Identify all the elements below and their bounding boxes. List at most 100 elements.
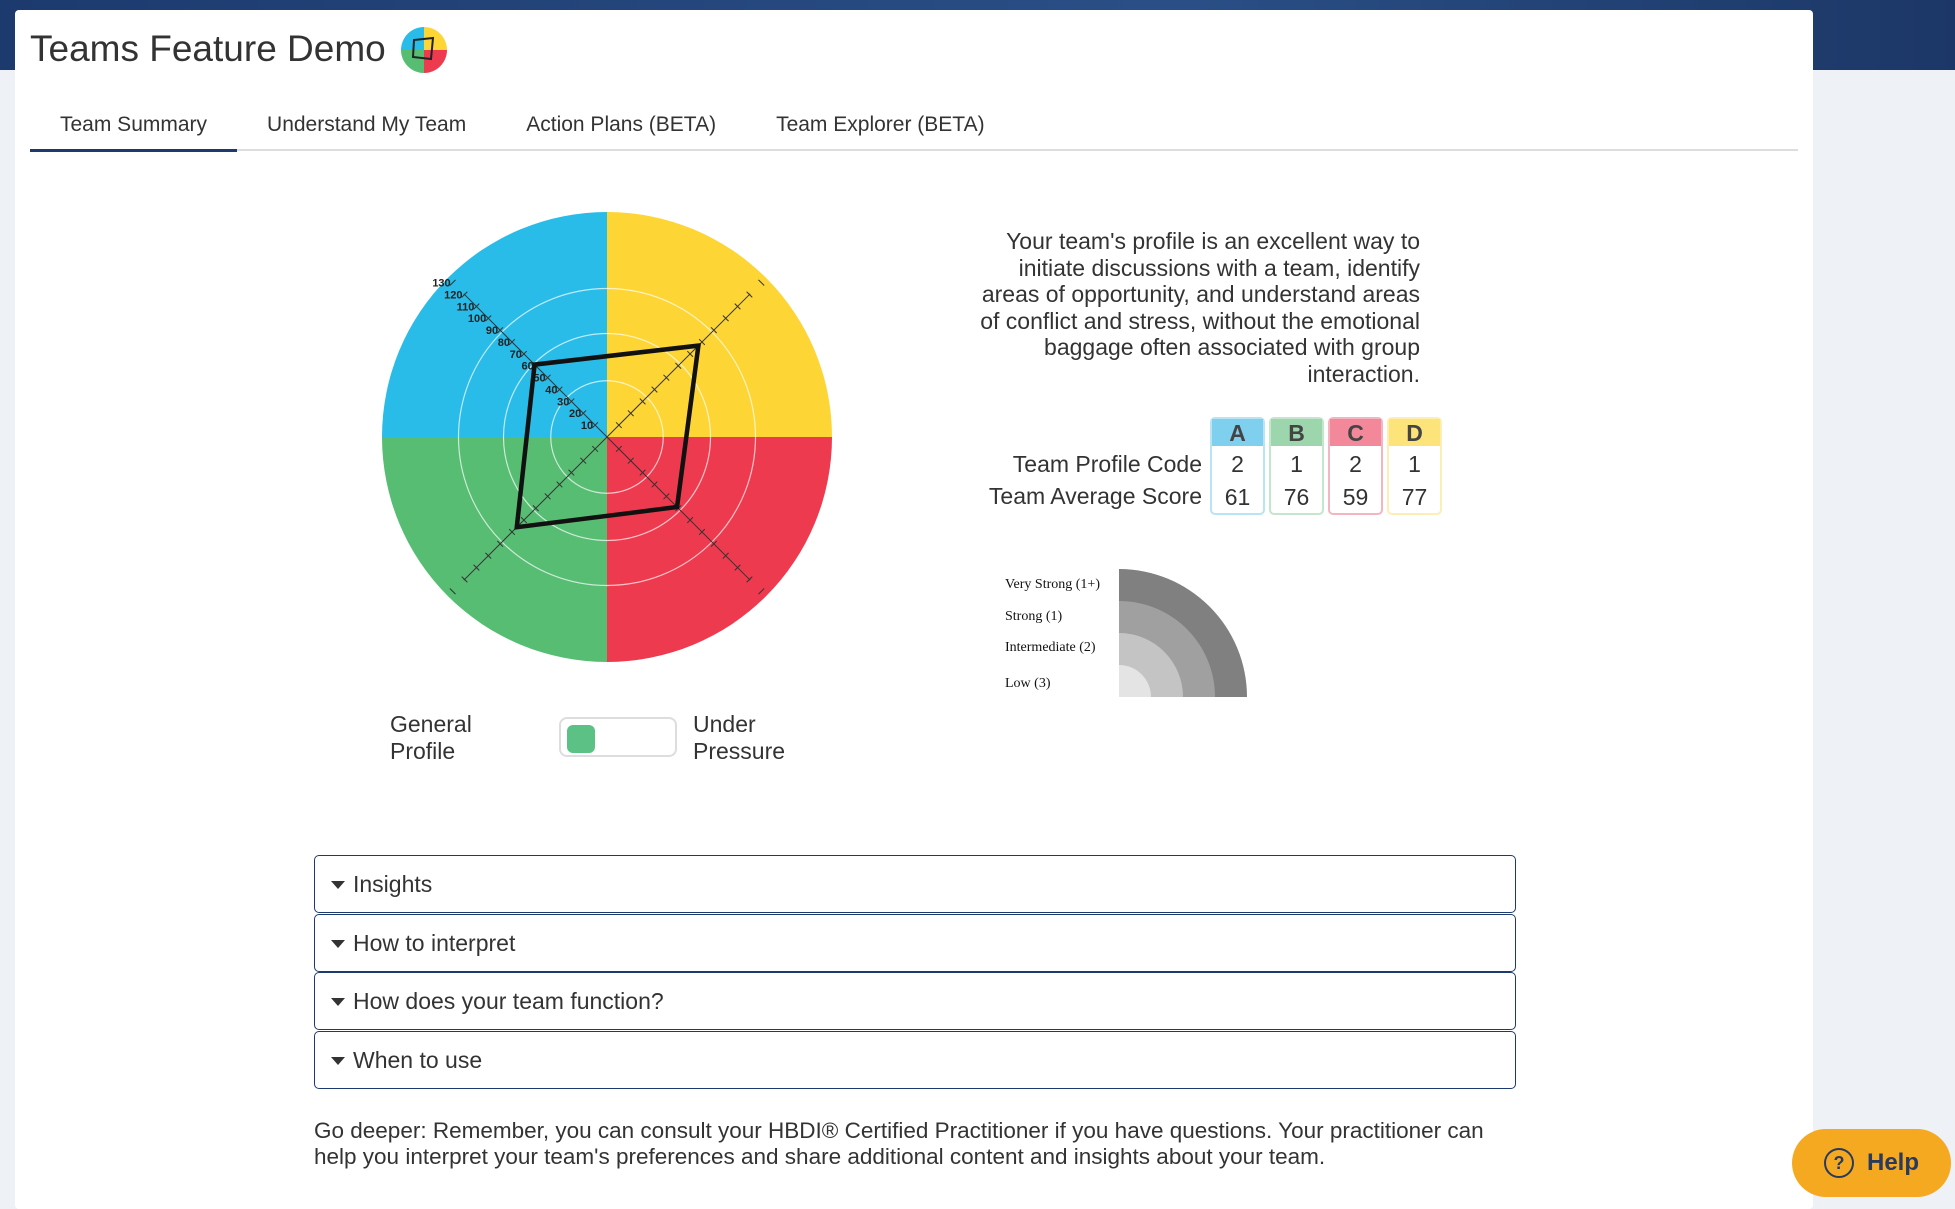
legend-label: Intermediate (2): [1005, 640, 1096, 655]
tick-mark: [663, 374, 670, 381]
tick-mark: [710, 540, 718, 548]
tick-mark: [461, 291, 468, 298]
tick-mark: [710, 326, 718, 334]
legend-label: Very Strong (1+): [1005, 577, 1100, 592]
tick-mark: [544, 493, 551, 500]
tick-mark: [615, 445, 623, 453]
profile-polygon: [514, 343, 702, 530]
page-title: Teams Feature Demo: [30, 28, 386, 69]
tab[interactable]: Action Plans (BETA): [526, 113, 717, 136]
tick-mark: [473, 564, 480, 571]
profile-code: 1: [1290, 451, 1303, 477]
row-label: Team Average Score: [988, 483, 1202, 509]
tick-mark: [591, 445, 599, 453]
tick-mark: [508, 528, 516, 536]
tick-mark: [639, 398, 646, 405]
profile-toggle[interactable]: [559, 717, 677, 757]
tick-mark: [580, 410, 587, 417]
toggle-label: General Profile: [390, 711, 472, 764]
tick-mark: [520, 350, 528, 358]
legend-label: Low (3): [1005, 676, 1051, 691]
tick-label: 30: [557, 396, 569, 408]
tick-label: 90: [486, 325, 498, 337]
tick-mark: [734, 303, 741, 310]
tick-mark: [580, 457, 587, 464]
tick-mark: [651, 386, 658, 393]
tick-mark: [532, 505, 539, 512]
profile-code: 2: [1231, 451, 1244, 477]
tick-mark: [651, 481, 658, 488]
tick-label: 100: [468, 313, 486, 325]
toggle-label: Under Pressure: [693, 711, 786, 764]
tick-mark: [496, 540, 504, 548]
tick-label: 10: [581, 420, 593, 432]
tick-mark: [698, 338, 706, 346]
legend-label: Strong (1): [1005, 609, 1063, 624]
tick-label: 120: [444, 289, 462, 301]
tick-mark: [758, 279, 765, 286]
profile-code: 1: [1408, 451, 1421, 477]
tick-mark: [568, 469, 575, 476]
tick-mark: [473, 303, 480, 310]
ring: [457, 287, 757, 587]
tick-mark: [698, 528, 706, 536]
tick-mark: [591, 421, 599, 429]
strength-legend: Very Strong (1+) Strong (1) Intermediate (…: [1005, 569, 1247, 697]
tick-mark: [686, 350, 694, 358]
tick-mark: [544, 374, 551, 381]
tick-mark: [556, 481, 563, 488]
tab-bar: Team Summary Understand My Team Action Pla…: [30, 110, 1798, 152]
tick-mark: [520, 516, 528, 524]
tick-label: 60: [522, 361, 534, 373]
tick-label: 130: [432, 278, 450, 290]
accordion-item[interactable]: How does your team function?: [314, 972, 1516, 1030]
tick-mark: [485, 315, 492, 322]
column-header: A: [1212, 419, 1263, 446]
help-button[interactable]: Help: [1792, 1129, 1951, 1197]
tick-mark: [686, 516, 694, 524]
score-column: A 2 61: [1210, 417, 1265, 515]
tick-mark: [485, 552, 492, 559]
tick-label: 80: [498, 337, 510, 349]
tick-label: 40: [545, 384, 557, 396]
tab[interactable]: Understand My Team: [267, 113, 467, 136]
average-score: 77: [1401, 484, 1428, 510]
toggle-knob: [567, 725, 595, 753]
tick-mark: [449, 588, 456, 595]
tick-mark: [627, 410, 634, 417]
accordion-item[interactable]: Insights: [314, 855, 1516, 913]
tick-mark: [734, 564, 741, 571]
tick-mark: [556, 386, 563, 393]
tick-label: 70: [510, 349, 522, 361]
tick-mark: [639, 469, 646, 476]
tick-mark: [675, 362, 682, 369]
tick-mark: [615, 421, 623, 429]
column-header: B: [1271, 419, 1322, 446]
tick-label: 50: [533, 373, 545, 385]
description: Your team's profile is an excellent way …: [980, 228, 1420, 387]
row-label: Team Profile Code: [1012, 451, 1202, 477]
column-header: D: [1389, 419, 1440, 446]
tick-mark: [461, 576, 468, 583]
tab[interactable]: Team Summary: [30, 110, 238, 152]
score-column: C 2 59: [1328, 417, 1383, 515]
tick-mark: [758, 588, 765, 595]
tick-label: 110: [457, 301, 475, 313]
accordion-item[interactable]: When to use: [314, 1030, 1516, 1089]
tick-mark: [722, 315, 729, 322]
logo: [401, 27, 447, 73]
ring: [550, 380, 664, 494]
profile-code: 2: [1349, 451, 1362, 477]
tick-label: 20: [569, 408, 581, 420]
average-score: 76: [1283, 484, 1310, 510]
score-column: B 1 76: [1269, 417, 1324, 515]
accordion-item[interactable]: How to interpret: [314, 913, 1516, 972]
tab[interactable]: Team Explorer (BETA): [776, 113, 985, 136]
tick-mark: [496, 326, 504, 334]
tick-mark: [508, 338, 516, 346]
tick-mark: [663, 493, 670, 500]
average-score: 59: [1342, 484, 1369, 510]
average-score: 61: [1224, 484, 1251, 510]
